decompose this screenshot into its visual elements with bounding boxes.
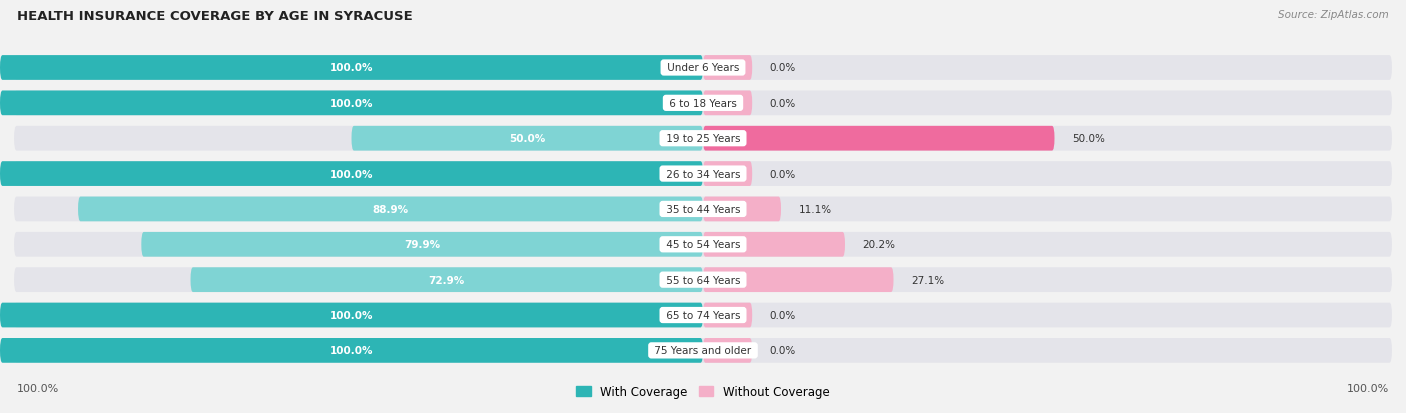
FancyBboxPatch shape <box>14 126 1392 151</box>
Text: 65 to 74 Years: 65 to 74 Years <box>662 310 744 320</box>
FancyBboxPatch shape <box>0 91 703 116</box>
FancyBboxPatch shape <box>703 56 752 81</box>
Text: 26 to 34 Years: 26 to 34 Years <box>662 169 744 179</box>
FancyBboxPatch shape <box>0 162 703 187</box>
Text: 19 to 25 Years: 19 to 25 Years <box>662 134 744 144</box>
FancyBboxPatch shape <box>14 338 1392 363</box>
FancyBboxPatch shape <box>352 126 703 151</box>
FancyBboxPatch shape <box>77 197 703 222</box>
Text: 50.0%: 50.0% <box>1073 134 1105 144</box>
Text: 50.0%: 50.0% <box>509 134 546 144</box>
FancyBboxPatch shape <box>703 268 894 292</box>
Text: 20.2%: 20.2% <box>863 240 896 250</box>
Text: 0.0%: 0.0% <box>770 99 796 109</box>
Text: Under 6 Years: Under 6 Years <box>664 63 742 73</box>
Text: 100.0%: 100.0% <box>330 169 373 179</box>
FancyBboxPatch shape <box>703 233 845 257</box>
Text: 0.0%: 0.0% <box>770 63 796 73</box>
Text: HEALTH INSURANCE COVERAGE BY AGE IN SYRACUSE: HEALTH INSURANCE COVERAGE BY AGE IN SYRA… <box>17 10 412 23</box>
FancyBboxPatch shape <box>0 338 703 363</box>
FancyBboxPatch shape <box>14 197 1392 222</box>
Text: 0.0%: 0.0% <box>770 310 796 320</box>
Text: 11.1%: 11.1% <box>799 204 832 214</box>
Text: 75 Years and older: 75 Years and older <box>651 346 755 356</box>
FancyBboxPatch shape <box>14 91 1392 116</box>
FancyBboxPatch shape <box>14 303 1392 328</box>
Text: 100.0%: 100.0% <box>1347 383 1389 393</box>
Text: 6 to 18 Years: 6 to 18 Years <box>666 99 740 109</box>
Text: 79.9%: 79.9% <box>404 240 440 250</box>
Text: 27.1%: 27.1% <box>911 275 945 285</box>
FancyBboxPatch shape <box>141 233 703 257</box>
FancyBboxPatch shape <box>0 56 703 81</box>
FancyBboxPatch shape <box>703 197 782 222</box>
FancyBboxPatch shape <box>0 303 703 328</box>
Text: 100.0%: 100.0% <box>330 63 373 73</box>
FancyBboxPatch shape <box>703 338 752 363</box>
Text: Source: ZipAtlas.com: Source: ZipAtlas.com <box>1278 10 1389 20</box>
Text: 35 to 44 Years: 35 to 44 Years <box>662 204 744 214</box>
FancyBboxPatch shape <box>14 56 1392 81</box>
FancyBboxPatch shape <box>14 268 1392 292</box>
Text: 72.9%: 72.9% <box>429 275 465 285</box>
Text: 0.0%: 0.0% <box>770 169 796 179</box>
FancyBboxPatch shape <box>14 162 1392 187</box>
FancyBboxPatch shape <box>703 303 752 328</box>
Text: 100.0%: 100.0% <box>330 346 373 356</box>
FancyBboxPatch shape <box>190 268 703 292</box>
Text: 55 to 64 Years: 55 to 64 Years <box>662 275 744 285</box>
FancyBboxPatch shape <box>703 91 752 116</box>
FancyBboxPatch shape <box>703 162 752 187</box>
Text: 0.0%: 0.0% <box>770 346 796 356</box>
Text: 88.9%: 88.9% <box>373 204 409 214</box>
FancyBboxPatch shape <box>703 126 1054 151</box>
FancyBboxPatch shape <box>14 233 1392 257</box>
Legend: With Coverage, Without Coverage: With Coverage, Without Coverage <box>572 381 834 403</box>
Text: 100.0%: 100.0% <box>330 99 373 109</box>
Text: 45 to 54 Years: 45 to 54 Years <box>662 240 744 250</box>
Text: 100.0%: 100.0% <box>330 310 373 320</box>
Text: 100.0%: 100.0% <box>17 383 59 393</box>
